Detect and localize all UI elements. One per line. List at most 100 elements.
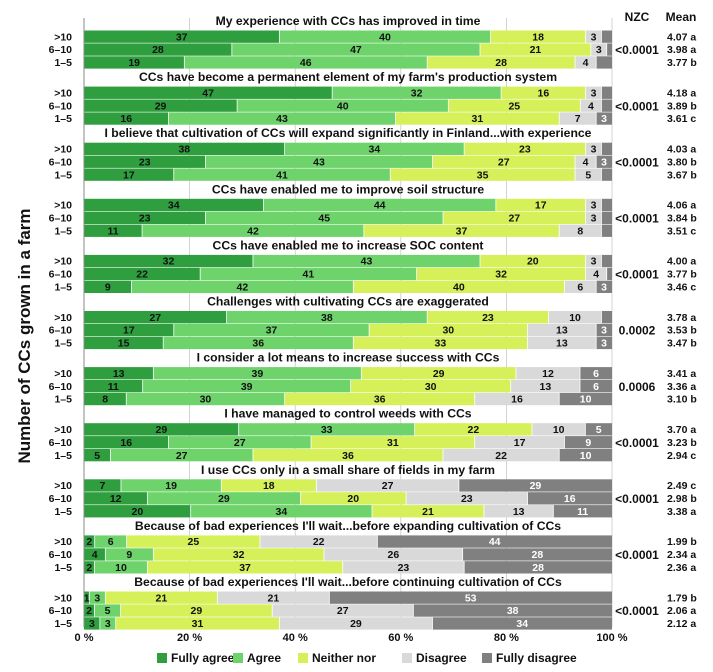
nzc-value: <0.0001 bbox=[615, 43, 659, 57]
data-label: 31 bbox=[192, 618, 204, 630]
data-label: 20 bbox=[131, 506, 143, 518]
bars-layer bbox=[84, 30, 612, 630]
data-label: 10 bbox=[553, 424, 565, 436]
data-label: 17 bbox=[514, 437, 526, 449]
bar-segment bbox=[601, 30, 612, 43]
bar-segment bbox=[601, 168, 612, 181]
x-tick-label: 60 % bbox=[388, 632, 413, 644]
category-label: 1–5 bbox=[54, 113, 72, 125]
bar-segment bbox=[350, 380, 511, 393]
bar-segment bbox=[601, 198, 612, 212]
data-label: 3 bbox=[601, 338, 607, 350]
bar-segment bbox=[260, 535, 378, 548]
bar-segment bbox=[372, 505, 484, 518]
data-label: 27 bbox=[508, 213, 520, 225]
data-label: 42 bbox=[247, 225, 259, 237]
data-label: 25 bbox=[187, 536, 199, 548]
bar-segment bbox=[329, 591, 612, 604]
data-label: 42 bbox=[237, 282, 249, 294]
nzc-value: <0.0001 bbox=[615, 99, 659, 113]
data-label: 16 bbox=[564, 493, 576, 505]
data-label: 35 bbox=[477, 169, 489, 181]
data-label: 23 bbox=[139, 156, 151, 168]
statement-title: I believe that cultivation of CCs will e… bbox=[105, 126, 592, 140]
bar-segment bbox=[190, 505, 372, 518]
data-label: 21 bbox=[155, 592, 167, 604]
mean-value: 3.47 b bbox=[667, 338, 697, 350]
nzc-value: <0.0001 bbox=[615, 155, 659, 169]
category-label: 6–10 bbox=[49, 437, 73, 449]
nzc-value: 0.0006 bbox=[619, 380, 656, 394]
data-label: 1 bbox=[84, 592, 90, 604]
data-label: 16 bbox=[120, 113, 132, 125]
data-label: 3 bbox=[601, 113, 607, 125]
bar-segment bbox=[585, 211, 602, 224]
bar-segment bbox=[406, 492, 528, 505]
data-label: 12 bbox=[110, 493, 122, 505]
bar-segment bbox=[84, 311, 227, 324]
bar-segment bbox=[84, 591, 90, 604]
category-label: 1–5 bbox=[54, 618, 72, 630]
data-label: 11 bbox=[577, 506, 588, 518]
mean-value: 2.49 c bbox=[667, 480, 696, 492]
bar-segment bbox=[84, 535, 95, 548]
data-label: 29 bbox=[350, 618, 362, 630]
data-label: 38 bbox=[321, 312, 333, 324]
data-label: 38 bbox=[507, 605, 519, 617]
category-label: 1–5 bbox=[54, 57, 72, 69]
bar-segment bbox=[205, 155, 433, 168]
bar-segment bbox=[480, 43, 591, 56]
category-label: 6–10 bbox=[49, 493, 73, 505]
data-label: 23 bbox=[398, 562, 410, 574]
data-label: 46 bbox=[300, 57, 312, 69]
bar-segment bbox=[369, 323, 528, 337]
data-label: 32 bbox=[495, 269, 507, 281]
bar-segment bbox=[252, 254, 480, 268]
bar-segment bbox=[300, 492, 407, 505]
y-axis-label: Number of CCs grown in a farm bbox=[15, 208, 34, 463]
bar-segment bbox=[153, 367, 362, 380]
bar-segment bbox=[585, 30, 602, 43]
bar-segment bbox=[279, 617, 433, 630]
bar-segment bbox=[443, 211, 586, 224]
data-label: 3 bbox=[94, 592, 100, 604]
mean-value: 1.79 b bbox=[667, 592, 697, 604]
bar-segment bbox=[432, 617, 612, 630]
data-label: 2 bbox=[86, 562, 92, 574]
bar-segment bbox=[342, 561, 465, 574]
data-label: 22 bbox=[313, 536, 325, 548]
bar-segment bbox=[332, 86, 502, 99]
mean-value: 3.77 b bbox=[667, 269, 697, 281]
data-label: 20 bbox=[347, 493, 359, 505]
bar-segment bbox=[84, 479, 121, 492]
data-label: 4 bbox=[583, 156, 589, 168]
nzc-value: <0.0001 bbox=[615, 212, 659, 226]
category-label: 6–10 bbox=[49, 213, 73, 225]
bar-segment bbox=[413, 604, 612, 617]
legend: Fully agree Agree Neither nor Disagree Fully… bbox=[157, 651, 577, 665]
data-label: 10 bbox=[569, 312, 581, 324]
bar-segment bbox=[564, 280, 597, 293]
data-label: 23 bbox=[482, 312, 494, 324]
bar-segment bbox=[311, 436, 475, 449]
data-label: 17 bbox=[123, 325, 135, 337]
bar-segment bbox=[363, 224, 560, 237]
bar-segment bbox=[153, 548, 324, 561]
bar-segment bbox=[126, 392, 285, 406]
x-tick-label: 80 % bbox=[494, 632, 519, 644]
data-label: 29 bbox=[530, 480, 542, 492]
bar-segment bbox=[585, 86, 602, 99]
data-label: 5 bbox=[94, 450, 100, 462]
bar-segment bbox=[580, 367, 612, 380]
data-label: 37 bbox=[266, 325, 278, 337]
data-label: 28 bbox=[495, 57, 507, 69]
data-label: 34 bbox=[516, 618, 528, 630]
bar-segment bbox=[596, 112, 612, 125]
bar-segment bbox=[105, 591, 218, 604]
data-label: 5 bbox=[585, 169, 591, 181]
bar-segment bbox=[448, 99, 581, 112]
bar-segment bbox=[89, 591, 106, 604]
bar-segment bbox=[377, 535, 612, 548]
bar-segment bbox=[226, 311, 428, 324]
data-label: 19 bbox=[128, 57, 140, 69]
